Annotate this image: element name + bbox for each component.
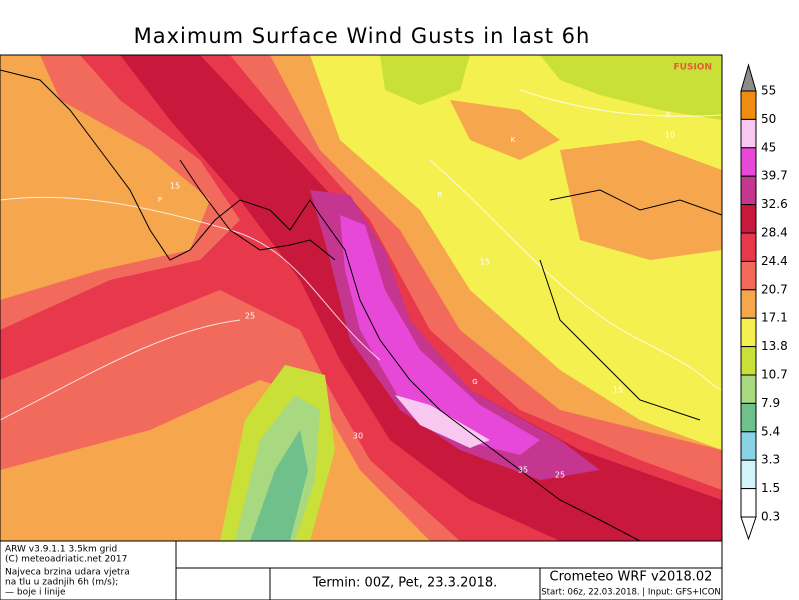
legend-swatch: [740, 232, 757, 262]
run-time: Termin: 00Z, Pet, 23.3.2018.: [312, 576, 498, 591]
legend-label: 50: [761, 112, 776, 126]
legend-swatch: [740, 431, 757, 461]
coastline: [539, 259, 701, 421]
legend-swatch: [740, 175, 757, 206]
legend-label: 10.7: [761, 368, 788, 382]
legend-swatch: [740, 374, 757, 404]
legend-swatch: [740, 260, 757, 291]
start-info: Start: 06z, 22.03.2018. | Input: GFS+ICO…: [541, 588, 721, 598]
map: 15 15 25 30 35 25 10 15 K S G P R FUSION: [0, 55, 722, 541]
place-label: P: [158, 196, 162, 204]
legend-swatch: [740, 488, 757, 518]
wind-field: [250, 430, 308, 541]
legend-swatch: [740, 459, 757, 490]
place-label: K: [511, 136, 516, 144]
legend-label: 55: [761, 84, 776, 98]
place-label: R: [438, 191, 443, 199]
footer: ARW v3.9.1.1 3.5km grid (C) meteoadriati…: [0, 540, 723, 600]
legend-label: 3.3: [761, 453, 780, 467]
info-box: [0, 540, 177, 600]
contour-label: 15: [613, 386, 623, 395]
contour-line: [0, 319, 241, 421]
brand: Crometeo WRF v2018.02: [550, 570, 713, 585]
contour-line: [519, 89, 722, 117]
legend-swatch: [740, 346, 757, 376]
contour-label: 15: [480, 258, 490, 267]
legend-label: 5.4: [761, 424, 780, 438]
legend-label: 0.3: [761, 510, 780, 524]
legend-label: 7.9: [761, 396, 780, 410]
contour-label: 30: [353, 432, 363, 441]
coastline: [179, 159, 336, 261]
color-legend: 55 50 45 39.7 32.6 28.4 24.4 20.7 17.1 13.8 10.7 7.…: [740, 63, 788, 541]
legend-end: [740, 516, 757, 541]
legend-swatch: [740, 118, 757, 149]
legend-label: 32.6: [761, 197, 788, 211]
legend-swatch: [740, 289, 757, 319]
description-line: — boje i linije: [5, 588, 66, 598]
wind-field: [310, 190, 600, 480]
contour-label: 25: [555, 471, 565, 480]
legend-label: 17.1: [761, 311, 788, 325]
legend-swatch: [740, 90, 757, 120]
coastline: [0, 69, 641, 541]
legend-label: 39.7: [761, 169, 788, 183]
place-label: S: [666, 111, 671, 119]
contour-label: 35: [518, 466, 528, 475]
place-label: G: [472, 378, 477, 386]
model-line: (C) meteoadriatic.net 2017: [5, 555, 127, 565]
contour-label: 25: [245, 312, 255, 321]
wind-field: [120, 55, 722, 541]
legend-swatch: [740, 402, 757, 433]
legend-label: 28.4: [761, 226, 788, 240]
watermark: FUSION: [674, 63, 712, 73]
legend-label: 1.5: [761, 481, 780, 495]
contour-label: 15: [170, 182, 180, 191]
description-line: Najveca brzina udara vjetra: [5, 568, 130, 578]
description-line: na tlu u zadnjih 6h (m/s);: [5, 578, 118, 588]
coastline: [549, 189, 722, 216]
legend-swatch: [740, 63, 757, 92]
legend-label: 13.8: [761, 339, 788, 353]
contour-line: [429, 159, 722, 391]
legend-swatch: [740, 317, 757, 348]
contour-label: 10: [665, 131, 675, 140]
wind-field: [395, 395, 490, 448]
legend-swatch: [740, 147, 757, 177]
model-line: ARW v3.9.1.1 3.5km grid: [5, 545, 117, 555]
wind-field: [110, 55, 722, 190]
legend-label: 24.4: [761, 254, 788, 268]
map-title: Maximum Surface Wind Gusts in last 6h: [134, 24, 591, 48]
legend-label: 45: [761, 140, 776, 154]
legend-swatch: [740, 204, 757, 234]
wind-field: [340, 215, 540, 455]
legend-label: 20.7: [761, 282, 788, 296]
